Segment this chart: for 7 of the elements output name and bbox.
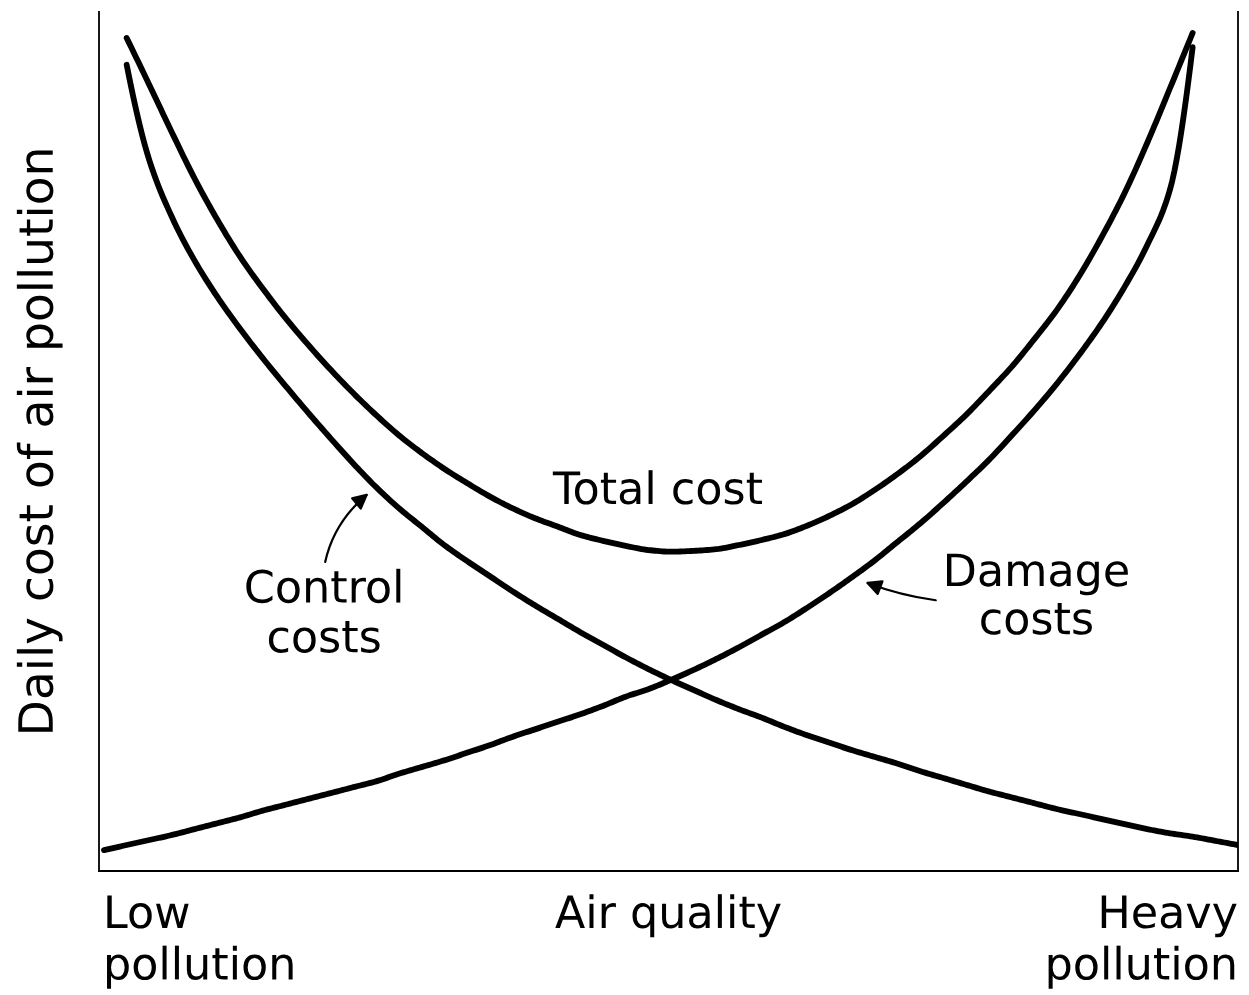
legend-label: Damage costs [947, 553, 1128, 635]
text: Low pollution [107, 895, 293, 989]
series-label: Total cost [552, 470, 762, 505]
series-label: Control costs [246, 568, 401, 653]
y-axis-title: Daily cost of air pollution [16, 150, 63, 732]
text: Heavy pollution [1048, 895, 1237, 989]
x-axis-title: Air quality [555, 894, 781, 938]
